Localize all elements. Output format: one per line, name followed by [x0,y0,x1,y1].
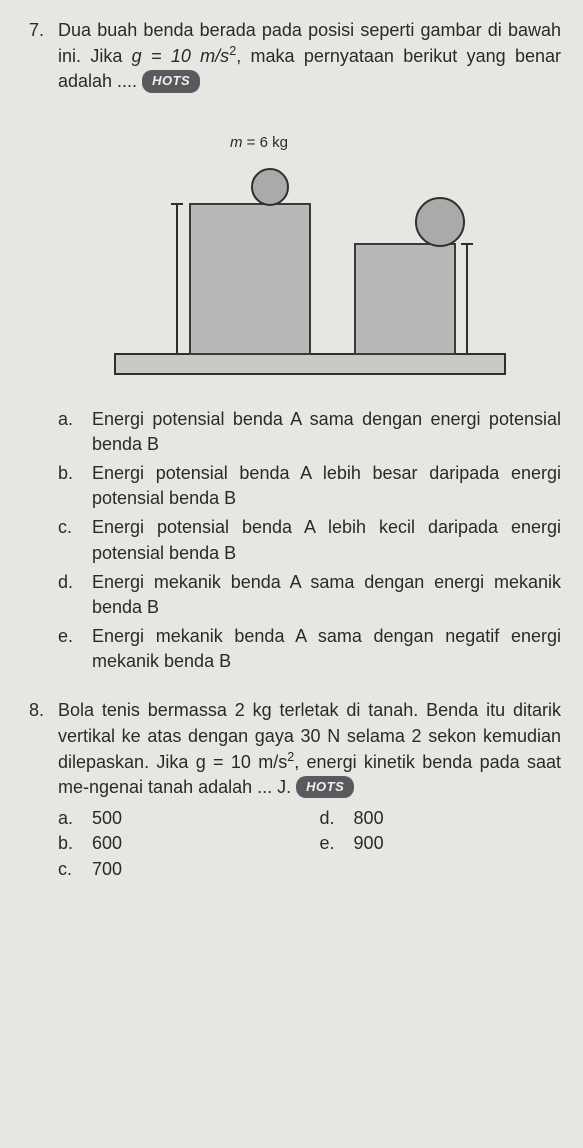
q7-body: Dua buah benda berada pada posisi sepert… [58,18,561,678]
q8-options: a. 500 d. 800 b. 600 e. 900 [58,806,561,882]
opt-text: 800 [354,806,384,831]
opt-label: d. [58,570,78,620]
hots-badge: HOTS [142,70,200,92]
question-7: 7. Dua buah benda berada pada posisi sep… [22,18,561,678]
opt-text: 600 [92,831,122,856]
opt-label: e. [58,624,78,674]
q7-opt-a: a. Energi potensial benda A sama dengan … [58,407,561,457]
q8-number: 8. [22,698,44,881]
q8-opt-c: c. 700 [58,857,320,882]
q7-diagram: m = 6 kg [58,109,561,389]
opt-text: 700 [92,857,122,882]
opt-label: c. [58,515,78,565]
question-8: 8. Bola tenis bermassa 2 kg terletak di … [22,698,561,881]
opt-text: Energi potensial benda A lebih besar dar… [92,461,561,511]
q8-opt-b: b. 600 [58,831,320,856]
opt-text: Energi potensial benda A sama dengan ene… [92,407,561,457]
opt-label: a. [58,407,78,457]
opt-text: Energi mekanik benda A sama dengan energ… [92,570,561,620]
opt-text: Energi mekanik benda A sama dengan negat… [92,624,561,674]
q7-opt-c: c. Energi potensial benda A lebih kecil … [58,515,561,565]
q8-opt-e: e. 900 [320,831,384,856]
opt-label: a. [58,806,78,831]
opt-label: c. [58,857,78,882]
q7-g: g = 10 m/s [132,46,230,66]
opt-label: b. [58,461,78,511]
opt-label: e. [320,831,340,856]
q7-opt-d: d. Energi mekanik benda A sama dengan en… [58,570,561,620]
q8-opt-a: a. 500 [58,806,320,831]
q7-number: 7. [22,18,44,678]
opt-text: Energi potensial benda A lebih kecil dar… [92,515,561,565]
opt-label: b. [58,831,78,856]
opt-text: 500 [92,806,122,831]
opt-label: d. [320,806,340,831]
q7-options: a. Energi potensial benda A sama dengan … [58,407,561,675]
q7-opt-b: b. Energi potensial benda A lebih besar … [58,461,561,511]
q7-opt-e: e. Energi mekanik benda A sama dengan ne… [58,624,561,674]
diagram-svg: m = 6 kg [95,109,525,389]
hots-badge: HOTS [296,776,354,798]
q8-body: Bola tenis bermassa 2 kg terletak di tan… [58,698,561,881]
svg-text:m = 6 kg: m = 6 kg [230,134,288,151]
q8-opt-d: d. 800 [320,806,384,831]
opt-text: 900 [354,831,384,856]
